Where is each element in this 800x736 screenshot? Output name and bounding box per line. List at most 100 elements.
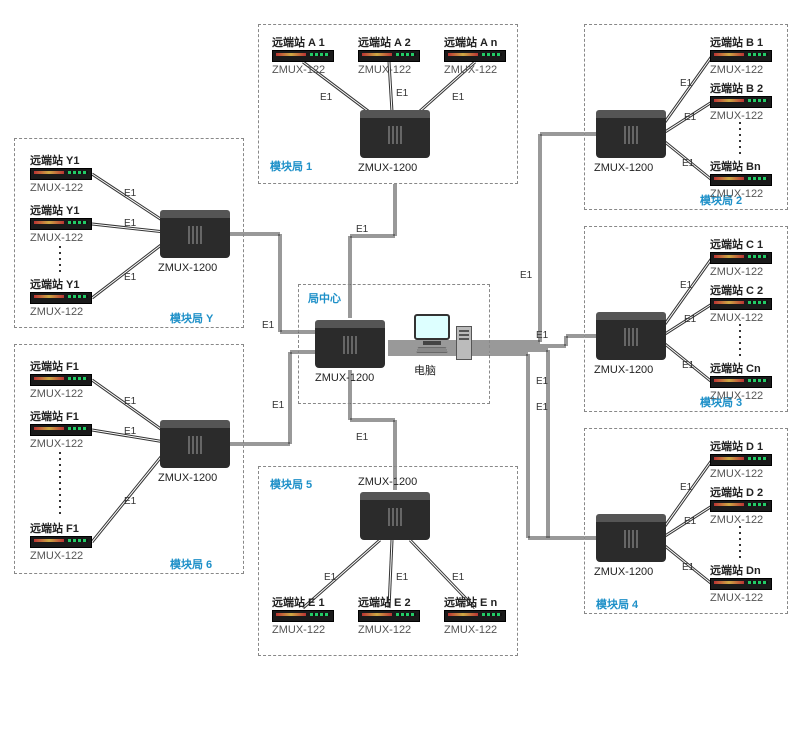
m1-remote-1-name: 远端站 A 2 — [358, 34, 411, 50]
mY-remote-2-sub: ZMUX-122 — [30, 306, 83, 318]
m4-remote-0 — [710, 454, 772, 466]
m6-remote-2 — [30, 536, 92, 548]
m3-remote-1-name: 远端站 C 2 — [710, 282, 763, 298]
e1-label: E1 — [324, 572, 336, 583]
m2-remote-2-sub: ZMUX-122 — [710, 188, 763, 200]
e1-label: E1 — [124, 496, 136, 507]
e1-label: E1 — [396, 572, 408, 583]
mY-remote-0-name: 远端站 Y1 — [30, 152, 80, 168]
e1-label: E1 — [124, 188, 136, 199]
m1-remote-2-name: 远端站 A n — [444, 34, 497, 50]
m5-remote-1 — [358, 610, 420, 622]
e1-label: E1 — [452, 92, 464, 103]
m1-remote-2 — [444, 50, 506, 62]
m6-remote-2-name: 远端站 F1 — [30, 520, 79, 536]
center-pc-label: 电脑 — [414, 362, 436, 378]
m3-remote-0-name: 远端站 C 1 — [710, 236, 763, 252]
center-tower — [456, 326, 472, 360]
e1-label: E1 — [536, 402, 548, 413]
mY-zmux1200 — [160, 210, 230, 258]
m4-remote-0-sub: ZMUX-122 — [710, 468, 763, 480]
m2-remote-2-name: 远端站 Bn — [710, 158, 761, 174]
m2-remote-1 — [710, 96, 772, 108]
m5-remote-0-name: 远端站 E 1 — [272, 594, 325, 610]
m2-zmux1200 — [596, 110, 666, 158]
m4-remote-0-name: 远端站 D 1 — [710, 438, 763, 454]
m2-remote-0-sub: ZMUX-122 — [710, 64, 763, 76]
m6-remote-0-name: 远端站 F1 — [30, 358, 79, 374]
m4-zmux1200 — [596, 514, 666, 562]
mY-title: 模块局 Y — [170, 310, 213, 326]
e1-label: E1 — [124, 426, 136, 437]
e1-label: E1 — [684, 112, 696, 123]
e1-label: E1 — [356, 224, 368, 235]
mY-remote-1-sub: ZMUX-122 — [30, 232, 83, 244]
center-pc — [408, 314, 456, 356]
m1-remote-2-sub: ZMUX-122 — [444, 64, 497, 76]
m6-remote-1-name: 远端站 F1 — [30, 408, 79, 424]
m5-remote-2 — [444, 610, 506, 622]
m4-remote-2 — [710, 578, 772, 590]
m6-remote-0-sub: ZMUX-122 — [30, 388, 83, 400]
e1-label: E1 — [684, 516, 696, 527]
m2-remote-1-sub: ZMUX-122 — [710, 110, 763, 122]
e1-label: E1 — [682, 562, 694, 573]
mY-remote-1 — [30, 218, 92, 230]
e1-label: E1 — [320, 92, 332, 103]
mY-remote-2 — [30, 292, 92, 304]
m4-remote-1-sub: ZMUX-122 — [710, 514, 763, 526]
m3-remote-1 — [710, 298, 772, 310]
m1-remote-1 — [358, 50, 420, 62]
m1-zmux1200 — [360, 110, 430, 158]
m4-zmux1200-label: ZMUX-1200 — [594, 566, 653, 578]
m3-remote-2 — [710, 376, 772, 388]
m5-zmux1200-label: ZMUX-1200 — [358, 476, 417, 488]
mY-remote-2-name: 远端站 Y1 — [30, 276, 80, 292]
e1-label: E1 — [536, 330, 548, 341]
m3-zmux1200 — [596, 312, 666, 360]
e1-label: E1 — [680, 78, 692, 89]
e1-label: E1 — [262, 320, 274, 331]
m6-zmux1200 — [160, 420, 230, 468]
m1-title: 模块局 1 — [270, 158, 312, 174]
m5-remote-1-sub: ZMUX-122 — [358, 624, 411, 636]
center-zmux1200-label: ZMUX-1200 — [315, 372, 374, 384]
m2-remote-0 — [710, 50, 772, 62]
m6-remote-1-sub: ZMUX-122 — [30, 438, 83, 450]
e1-label: E1 — [272, 400, 284, 411]
m5-remote-1-name: 远端站 E 2 — [358, 594, 411, 610]
m3-remote-2-name: 远端站 Cn — [710, 360, 761, 376]
m3-remote-0 — [710, 252, 772, 264]
m3-remote-2-sub: ZMUX-122 — [710, 390, 763, 402]
mY-zmux1200-label: ZMUX-1200 — [158, 262, 217, 274]
mY-remote-1-name: 远端站 Y1 — [30, 202, 80, 218]
e1-label: E1 — [684, 314, 696, 325]
center-title: 局中心 — [308, 290, 341, 306]
m1-remote-0-name: 远端站 A 1 — [272, 34, 325, 50]
m5-remote-0 — [272, 610, 334, 622]
e1-label: E1 — [124, 218, 136, 229]
m6-remote-1 — [30, 424, 92, 436]
e1-label: E1 — [536, 376, 548, 387]
m3-remote-0-sub: ZMUX-122 — [710, 266, 763, 278]
e1-label: E1 — [396, 88, 408, 99]
m3-remote-1-sub: ZMUX-122 — [710, 312, 763, 324]
m2-remote-2 — [710, 174, 772, 186]
m4-remote-2-sub: ZMUX-122 — [710, 592, 763, 604]
e1-label: E1 — [680, 280, 692, 291]
e1-label: E1 — [520, 270, 532, 281]
m5-title: 模块局 5 — [270, 476, 312, 492]
m1-remote-0-sub: ZMUX-122 — [272, 64, 325, 76]
e1-label: E1 — [356, 432, 368, 443]
m4-title: 模块局 4 — [596, 596, 638, 612]
m3-zmux1200-label: ZMUX-1200 — [594, 364, 653, 376]
m4-remote-1 — [710, 500, 772, 512]
m2-remote-0-name: 远端站 B 1 — [710, 34, 763, 50]
e1-label: E1 — [124, 272, 136, 283]
m2-remote-1-name: 远端站 B 2 — [710, 80, 763, 96]
e1-label: E1 — [124, 396, 136, 407]
m2-zmux1200-label: ZMUX-1200 — [594, 162, 653, 174]
m5-remote-2-name: 远端站 E n — [444, 594, 497, 610]
mY-remote-0 — [30, 168, 92, 180]
m4-remote-1-name: 远端站 D 2 — [710, 484, 763, 500]
